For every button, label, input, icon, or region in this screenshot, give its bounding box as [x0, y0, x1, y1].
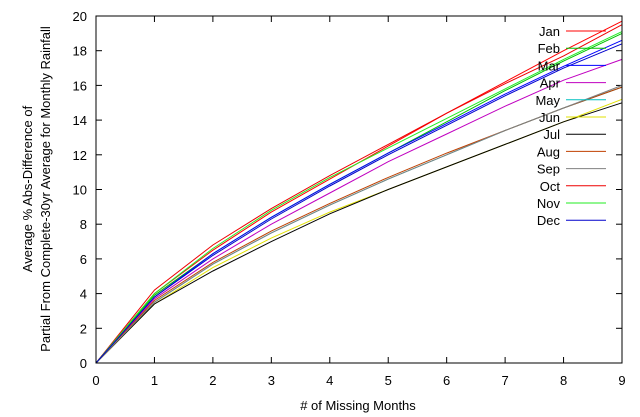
legend-label-aug: Aug [537, 144, 560, 159]
legend-label-mar: Mar [538, 58, 561, 73]
x-axis-label: # of Missing Months [300, 398, 416, 413]
x-tick-label: 1 [151, 373, 158, 388]
series-line-jul [95, 102, 623, 364]
legend-label-nov: Nov [537, 196, 561, 211]
series-line-sep [95, 84, 623, 364]
x-tick-label: 3 [268, 373, 275, 388]
x-tick-label: 8 [560, 373, 567, 388]
y-tick-label: 6 [80, 252, 87, 267]
y-tick-label: 18 [73, 44, 87, 59]
y-tick-label: 2 [80, 321, 87, 336]
x-tick-label: 5 [385, 373, 392, 388]
series-line-apr [95, 58, 623, 364]
y-axis-label-line-2: Partial From Complete-30yr Average for M… [38, 26, 53, 352]
series-line-dec [95, 43, 623, 364]
legend-label-apr: Apr [540, 76, 561, 91]
legend-label-jan: Jan [539, 24, 560, 39]
x-tick-label: 4 [326, 373, 333, 388]
y-tick-label: 14 [73, 113, 87, 128]
y-tick-label: 16 [73, 78, 87, 93]
x-tick-label: 9 [618, 373, 625, 388]
legend-label-oct: Oct [540, 179, 561, 194]
legend-label-jun: Jun [539, 110, 560, 125]
y-tick-label: 0 [80, 356, 87, 371]
legend-label-feb: Feb [538, 41, 560, 56]
series-line-nov [95, 31, 623, 364]
legend-label-dec: Dec [537, 213, 561, 228]
x-tick-label: 0 [92, 373, 99, 388]
x-tick-label: 2 [209, 373, 216, 388]
legend-label-may: May [535, 93, 560, 108]
plot-frame [95, 15, 623, 364]
series-line-oct [95, 24, 623, 364]
legend: Jan Feb Mar Apr May Jun Jul Aug Sep Oct Nov Dec [535, 24, 606, 228]
legend-label-jul: Jul [543, 127, 560, 142]
x-tick-label: 7 [501, 373, 508, 388]
y-tick-label: 10 [73, 183, 87, 198]
legend-label-sep: Sep [537, 162, 560, 177]
y-tick-label: 4 [80, 287, 87, 302]
series-line-mar [95, 39, 623, 364]
y-tick-label: 8 [80, 217, 87, 232]
y-axis-label-line-1: Average % Abs-Difference of [20, 105, 35, 272]
y-tick-label: 20 [73, 9, 87, 24]
y-tick-label: 12 [73, 148, 87, 163]
x-tick-label: 6 [443, 373, 450, 388]
